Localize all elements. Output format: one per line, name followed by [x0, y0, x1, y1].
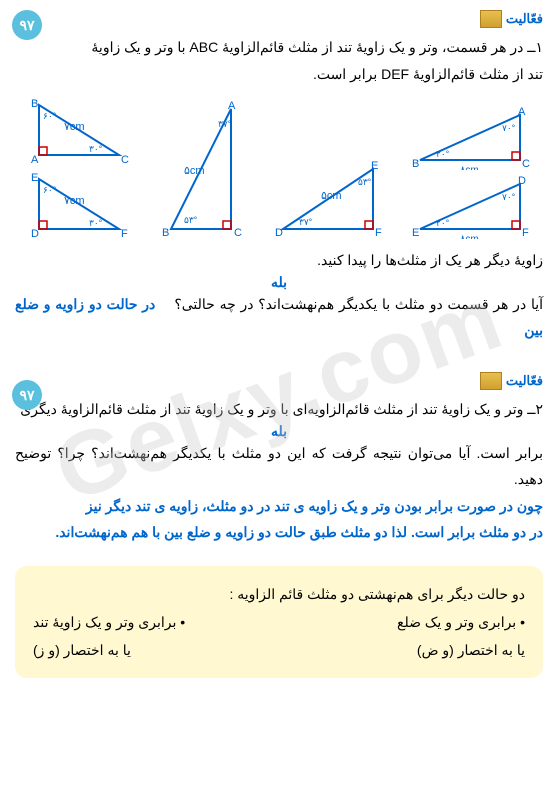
s1-q2-text: آیا در هر قسمت دو مثلث با یکدیگر هم‌نهشت… [174, 296, 543, 312]
svg-text:E: E [31, 172, 38, 184]
svg-text:۷cm: ۷cm [64, 121, 85, 133]
triangle-def-1: E D F ۶۰° ۳۰° ۷cm [29, 169, 129, 239]
s1-line2: تند از مثلث قائم‌الزاویهٔ DEF برابر است. [15, 61, 543, 88]
triangles-row: B A C ۶۰° ۳۰° ۷cm E D F ۶۰° ۳۰° ۷cm A B … [15, 95, 543, 239]
triangle-abc-1: B A C ۶۰° ۳۰° ۷cm [29, 95, 129, 165]
svg-text:D: D [518, 175, 526, 187]
svg-text:۷۰°: ۷۰° [502, 123, 516, 133]
triangle-def-3: D E F ۲۰° ۷۰° ۸cm [410, 174, 530, 239]
svg-text:A: A [518, 106, 526, 118]
school-icon-2 [480, 372, 502, 390]
triangle-abc-2: A B C ۳۷° ۵cm ۵۳° [156, 99, 246, 239]
s2-line1: ۲ــ وتر و یک زاویهٔ تند از مثلث قائم‌الز… [15, 396, 543, 423]
svg-text:C: C [522, 158, 530, 170]
svg-text:A: A [31, 154, 39, 165]
s2-ans1: چون در صورت برابر بودن وتر و یک زاویه ی … [15, 493, 543, 520]
svg-text:B: B [162, 227, 169, 239]
svg-text:۳۷°: ۳۷° [299, 217, 313, 227]
svg-text:۳۰°: ۳۰° [89, 218, 103, 228]
triangle-def-2: E D F ۵۳° ۳۷° ۵cm [273, 159, 383, 239]
activity-label-2: فعّالیت [506, 373, 543, 389]
svg-text:B: B [412, 158, 419, 170]
svg-text:۸cm: ۸cm [460, 234, 479, 239]
svg-text:A: A [228, 100, 236, 112]
box-item1: • برابری وتر و یک ضلع [397, 608, 525, 636]
page-number: ۹۷ [12, 10, 42, 40]
svg-text:E: E [371, 160, 378, 172]
svg-text:D: D [275, 227, 283, 239]
s1-line1: ۱ــ در هر قسمت، وتر و یک زاویهٔ تند از م… [15, 34, 543, 61]
s2-line2: برابر است. آیا می‌توان نتیجه گرفت که این… [15, 440, 543, 493]
svg-text:۷cm: ۷cm [64, 195, 85, 207]
svg-text:۳۰°: ۳۰° [89, 144, 103, 154]
svg-text:E: E [412, 227, 419, 239]
box-title: دو حالت دیگر برای هم‌نهشتی دو مثلث قائم … [33, 580, 525, 608]
svg-text:F: F [121, 228, 128, 239]
answer-box: دو حالت دیگر برای هم‌نهشتی دو مثلث قائم … [15, 566, 543, 678]
svg-text:۶۰°: ۶۰° [43, 111, 57, 121]
svg-text:D: D [31, 228, 39, 239]
svg-text:C: C [121, 154, 129, 165]
page-number-2: ۹۷ [12, 380, 42, 410]
s2-ans2: در دو مثلث برابر است. لذا دو مثلث طبق حا… [15, 519, 543, 546]
svg-text:C: C [234, 227, 242, 239]
s1-q2: آیا در هر قسمت دو مثلث با یکدیگر هم‌نهشت… [15, 291, 543, 344]
svg-text:۵cm: ۵cm [184, 165, 205, 177]
s2-mid: بله [15, 423, 543, 440]
box-sub2: یا به اختصار (و ز) [33, 636, 131, 664]
activity-label-1: فعّالیت [506, 11, 543, 27]
box-item2: • برابری وتر و یک زاویهٔ تند [33, 608, 185, 636]
school-icon [480, 10, 502, 28]
activity-header-1: فعّالیت [15, 10, 543, 28]
svg-text:۲۰°: ۲۰° [436, 149, 450, 159]
svg-text:۲۰°: ۲۰° [436, 218, 450, 228]
svg-text:۷۰°: ۷۰° [502, 192, 516, 202]
box-sub1: یا به اختصار (و ض) [417, 636, 525, 664]
svg-text:۵۳°: ۵۳° [184, 215, 198, 225]
svg-text:۵cm: ۵cm [321, 190, 342, 202]
s1-q1: زاویهٔ دیگر هر یک از مثلث‌ها را پیدا کنی… [15, 247, 543, 274]
svg-text:۶۰°: ۶۰° [43, 185, 57, 195]
svg-text:B: B [31, 98, 38, 110]
svg-text:۳۷°: ۳۷° [218, 119, 232, 129]
svg-text:۵۳°: ۵۳° [358, 177, 372, 187]
svg-text:F: F [522, 227, 529, 239]
svg-text:F: F [375, 227, 382, 239]
triangle-abc-3: A B C ۲۰° ۷۰° ۸cm [410, 105, 530, 170]
s1-a1: بله [15, 274, 543, 291]
activity-header-2: فعّالیت [15, 372, 543, 390]
svg-text:۸cm: ۸cm [460, 165, 479, 170]
